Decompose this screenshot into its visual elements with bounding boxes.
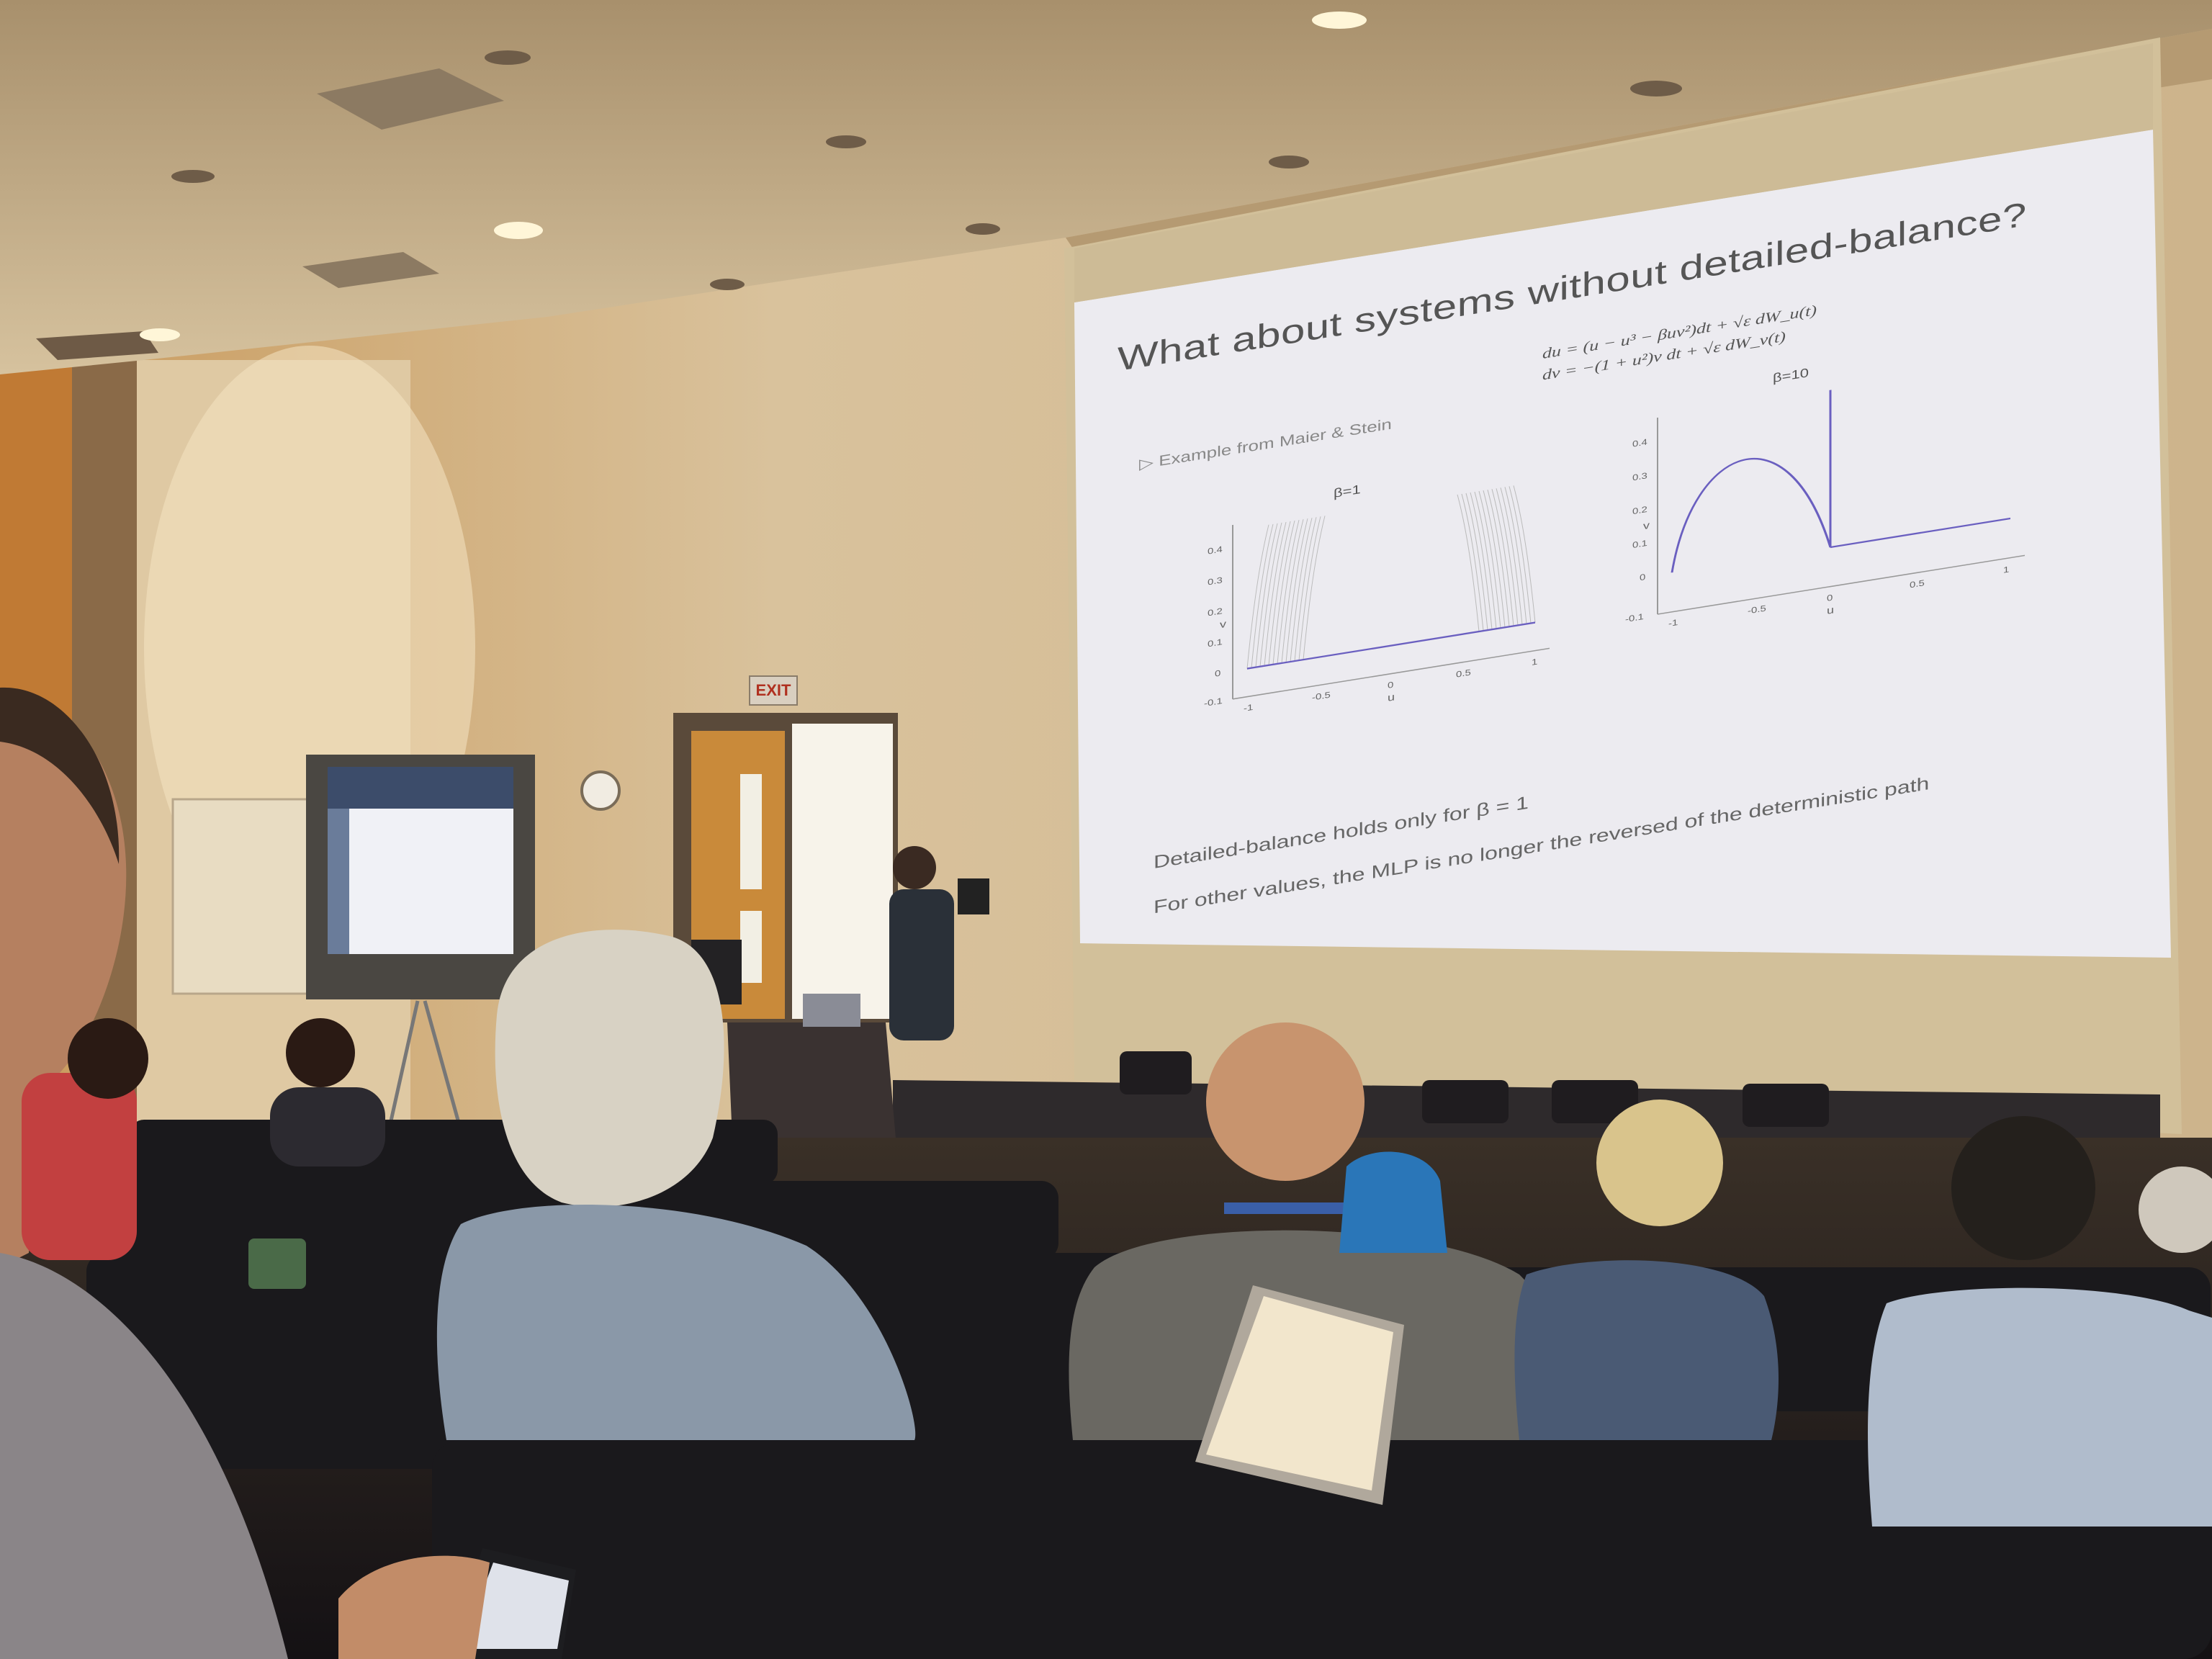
plot-left-ytick: 0.4 [1208,544,1223,556]
ceiling-light [494,222,543,239]
plot-left-xlabel: u [1388,691,1395,703]
audience-foreground-hair [0,687,120,864]
door-window [740,911,762,983]
audience-grey-hair-shirt [436,1204,916,1440]
ceiling-light [485,50,531,65]
ceiling-light [710,279,745,290]
plot-right-ytick: 0.4 [1632,437,1647,449]
stage-chair [1120,1051,1192,1094]
plot-left-ytick: 0.1 [1208,637,1223,649]
plot-left-xtick: 1 [1532,657,1537,667]
ceiling-light [1269,156,1309,168]
side-screen-sidebar [328,809,349,954]
plot-right-ylabel: v [1643,520,1650,532]
plot-left-ylabel: v [1220,619,1227,631]
stage-chair [1422,1080,1509,1123]
presentation-slide: What about systems without detailed-bala… [1089,122,2169,917]
ceiling-vent [36,331,158,360]
plot-left-ytick: 0 [1215,668,1220,678]
speaker-camera [958,878,989,914]
plot-right: -0.1 0 0.1 0.2 0.3 0.4 -1 -0.5 0 0.5 1 u… [1625,390,2025,629]
audience-far-right-head [2139,1166,2212,1253]
stage-chair [1552,1080,1638,1123]
main-screen-top-band [1074,43,2153,302]
audience-left-head [286,1018,355,1087]
ceiling-light [1630,81,1682,96]
plot-right-xtick: 1 [2003,565,2009,575]
coffee-cup [248,1238,306,1289]
slide-bullet: ▷ Example from Maier & Stein [1139,415,1392,473]
plot-right-xtick: -0.5 [1748,603,1766,616]
plot-right-xlabel: u [1827,604,1834,616]
ceiling-light [826,135,866,148]
door-window [740,774,762,889]
plot-right-ytick: 0 [1640,572,1645,583]
audience-grey-hair-head [495,930,724,1207]
speaker-body [889,889,954,1040]
audience-right-shirt [1868,1287,2212,1527]
plot-left-ytick: 0.3 [1208,575,1223,587]
audience-foreground-shirt [0,1253,288,1659]
ceiling-vent [302,252,439,288]
plot-left-ytick: -0.1 [1204,696,1223,709]
plot-left-xtick: -0.5 [1312,690,1331,702]
stage-chair [1743,1084,1829,1127]
ceiling-light [1312,12,1367,29]
side-screen-header [328,767,513,809]
plot-right-ytick: 0.3 [1632,471,1647,482]
plot-right-curve [1671,390,2010,573]
audience-blue-shirt [1339,1151,1447,1253]
audience-red-shirt [22,1073,137,1260]
audience-bald-head [1206,1022,1364,1181]
audience-red-shirt-head [68,1018,148,1099]
exit-sign: EXIT [749,675,798,706]
audience-phone-screen [461,1563,569,1649]
audience-left-body [270,1087,385,1166]
door-open-light [792,724,893,1019]
plot-right-ytick: 0.2 [1632,505,1647,516]
plot-left: -0.1 0 0.1 0.2 0.3 0.4 -1 -0.5 0 0.5 1 u… [1204,485,1550,713]
plot-right-ytick: -0.1 [1625,612,1644,624]
audience-blonde-shirt [1514,1260,1779,1440]
plot-right-xtick: 0 [1827,593,1833,603]
side-screen-stand [423,1000,463,1131]
plot-left-xtick: -1 [1244,702,1253,713]
plot-right-xtick: 0.5 [1910,578,1925,590]
side-screen-stand [387,1000,420,1131]
ceiling-light [966,223,1000,235]
audience-laptop-screen [1206,1296,1393,1491]
laptop-on-podium [803,994,860,1027]
audience-blonde-head [1596,1100,1723,1226]
plot-left-ytick: 0.2 [1208,606,1223,618]
audience-lanyard [1224,1202,1354,1214]
plot-right-xtick: -1 [1668,618,1678,629]
plot-left-xtick: 0 [1388,680,1393,690]
plot-left-xtick: 0.5 [1456,667,1471,679]
speaker-head [893,846,936,889]
ceiling-vent [317,68,504,130]
audience-hand [338,1555,490,1659]
ceiling-light [140,328,180,341]
audience-right-head [1951,1116,2095,1260]
wall-clock [580,770,621,811]
main-screen [1074,130,2171,958]
plot-right-ytick: 0.1 [1632,538,1647,549]
plot-left-curve [1247,621,1535,670]
ceiling-light [171,170,215,183]
